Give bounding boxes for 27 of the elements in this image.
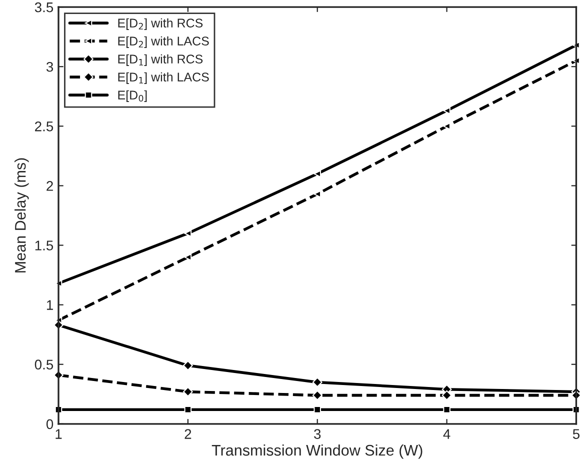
y-tick-label: 2.5 [35, 121, 54, 132]
x-tick-label: 1 [56, 429, 62, 439]
y-tick-label: 3 [46, 62, 54, 72]
point [182, 386, 193, 397]
y-axis-title: Mean Delay (ms) [14, 158, 29, 272]
y-tick-label: 3.5 [34, 2, 54, 12]
y-tick-label: 0 [46, 419, 54, 430]
point [442, 390, 452, 400]
legend-label: E[D$_{0}$] [118, 90, 147, 102]
x-tick-label: 4 [443, 429, 450, 439]
legend-label: E[D$_{2}$] with RCS [118, 18, 203, 30]
x-tick-label: 3 [314, 429, 321, 439]
y-tick-label: 1 [46, 300, 53, 310]
point [182, 360, 193, 370]
point [314, 170, 322, 178]
point [184, 230, 192, 237]
y-tick-label: 0.5 [34, 360, 54, 370]
y-tick-label: 1.5 [35, 240, 54, 250]
x-tick-label: 5 [572, 429, 580, 439]
x-tick-label: 2 [184, 429, 192, 439]
legend-label: E[D$_{1}$] with LACS [118, 72, 209, 84]
point [312, 390, 322, 400]
legend-label: E[D$_{1}$] with RCS [118, 54, 203, 66]
x-axis-title: Transmission Window Size (W) [212, 444, 422, 459]
legend-label: E[D$_{2}$] with LACS [118, 36, 209, 48]
point [312, 377, 322, 388]
y-tick-label: 2 [46, 181, 53, 191]
